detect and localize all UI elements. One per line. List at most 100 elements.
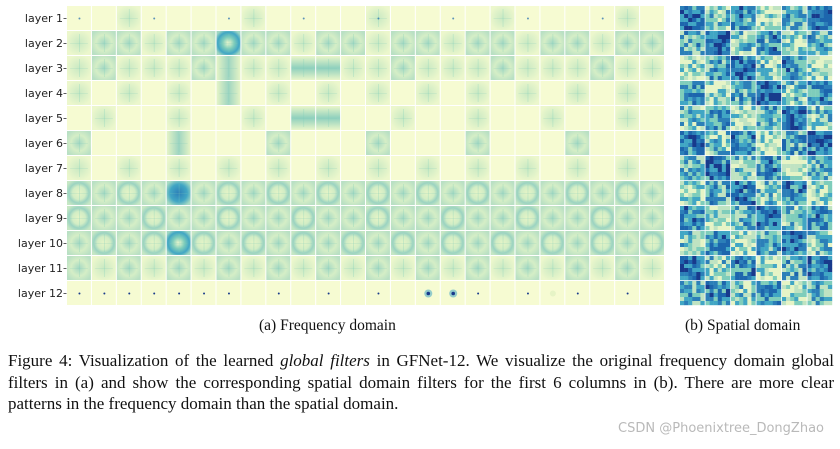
freq-filter-cell [440,131,465,155]
csdn-watermark: CSDN @Phoenixtree_DongZhao [618,421,824,436]
spatial-filter-cell [756,256,782,281]
freq-filter-cell [490,231,515,255]
freq-filter-cell [615,156,640,180]
freq-filter-cell [316,156,341,180]
spatial-filter-cell [756,181,782,206]
freq-filter-cell [615,6,640,30]
freq-filter-cell [316,181,341,205]
freq-filter-cell [415,281,440,305]
freq-filter-cell [590,81,615,105]
freq-filter-cell [166,56,191,80]
figure-caption: Figure 4: Visualization of the learned g… [8,350,834,415]
freq-filter-cell [67,131,91,155]
freq-filter-cell [390,131,415,155]
freq-filter-cell [640,181,664,205]
row-label: layer 2 [24,36,63,50]
freq-filter-cell [540,6,565,30]
freq-filter-cell [366,181,390,205]
freq-filter-cell [490,131,515,155]
spatial-filter-cell [705,81,731,106]
panel-b-caption: (b) Spatial domain [685,317,801,334]
freq-filter-cell [67,6,91,30]
freq-filter-cell [465,106,490,130]
freq-filter-cell [216,231,241,255]
spatial-filter-cell [705,256,731,281]
freq-filter-cell [540,231,565,255]
freq-filter-cell [366,106,390,130]
freq-filter-cell [141,56,166,80]
spatial-filter-cell [680,206,705,231]
spatial-filter-cell [705,156,731,181]
spatial-filter-cell [782,31,807,56]
freq-filter-cell [166,81,191,105]
freq-filter-cell [316,56,341,80]
spatial-filter-cell [680,31,705,56]
freq-filter-cell [216,156,241,180]
freq-filter-cell [291,81,316,105]
spatial-filter-cell [807,131,833,156]
freq-filter-cell [67,106,91,130]
freq-filter-cell [366,6,390,30]
spatial-filter-cell [731,256,756,281]
spatial-filter-cell [731,6,756,31]
freq-filter-cell [490,206,515,230]
freq-filter-cell [540,31,565,55]
freq-filter-cell [515,6,540,30]
spatial-filter-cell [705,6,731,31]
freq-filter-cell [191,256,216,280]
freq-filter-cell [540,181,565,205]
freq-filter-cell [266,106,291,130]
freq-filter-cell [216,81,241,105]
freq-filter-cell [91,31,116,55]
freq-filter-cell [141,256,166,280]
spatial-filter-cell [807,156,833,181]
freq-filter-cell [266,56,291,80]
freq-filter-cell [640,231,664,255]
freq-filter-cell [390,181,415,205]
freq-filter-cell [91,81,116,105]
freq-filter-cell [465,56,490,80]
freq-filter-cell [366,31,390,55]
freq-filter-cell [515,31,540,55]
freq-filter-cell [515,81,540,105]
freq-filter-cell [341,256,365,280]
freq-filter-cell [565,6,590,30]
freq-filter-cell [141,231,166,255]
freq-filter-cell [615,256,640,280]
freq-filter-cell [67,231,91,255]
freq-filter-cell [91,56,116,80]
spatial-filter-cell [680,231,705,256]
spatial-filter-cell [756,56,782,81]
freq-filter-cell [590,106,615,130]
spatial-filter-cell [680,131,705,156]
freq-filter-cell [515,156,540,180]
freq-filter-cell [216,31,241,55]
freq-filter-cell [191,31,216,55]
spatial-filter-cell [680,106,705,131]
freq-filter-cell [191,181,216,205]
freq-filter-cell [241,81,266,105]
freq-filter-cell [341,6,365,30]
freq-filter-cell [266,81,291,105]
freq-filter-cell [91,106,116,130]
spatial-filter-cell [756,106,782,131]
freq-filter-cell [590,6,615,30]
freq-filter-cell [166,206,191,230]
freq-filter-cell [67,81,91,105]
freq-filter-cell [291,231,316,255]
spatial-filter-cell [756,206,782,231]
freq-filter-cell [640,6,664,30]
freq-filter-cell [540,56,565,80]
freq-filter-cell [490,56,515,80]
row-label: layer 11 [17,261,63,275]
freq-filter-cell [67,281,91,305]
freq-filter-cell [565,206,590,230]
freq-filter-cell [615,106,640,130]
freq-filter-cell [615,81,640,105]
freq-filter-cell [390,156,415,180]
freq-filter-cell [341,281,365,305]
freq-filter-cell [640,56,664,80]
freq-filter-cell [590,231,615,255]
freq-filter-cell [316,281,341,305]
spatial-filter-cell [807,231,833,256]
